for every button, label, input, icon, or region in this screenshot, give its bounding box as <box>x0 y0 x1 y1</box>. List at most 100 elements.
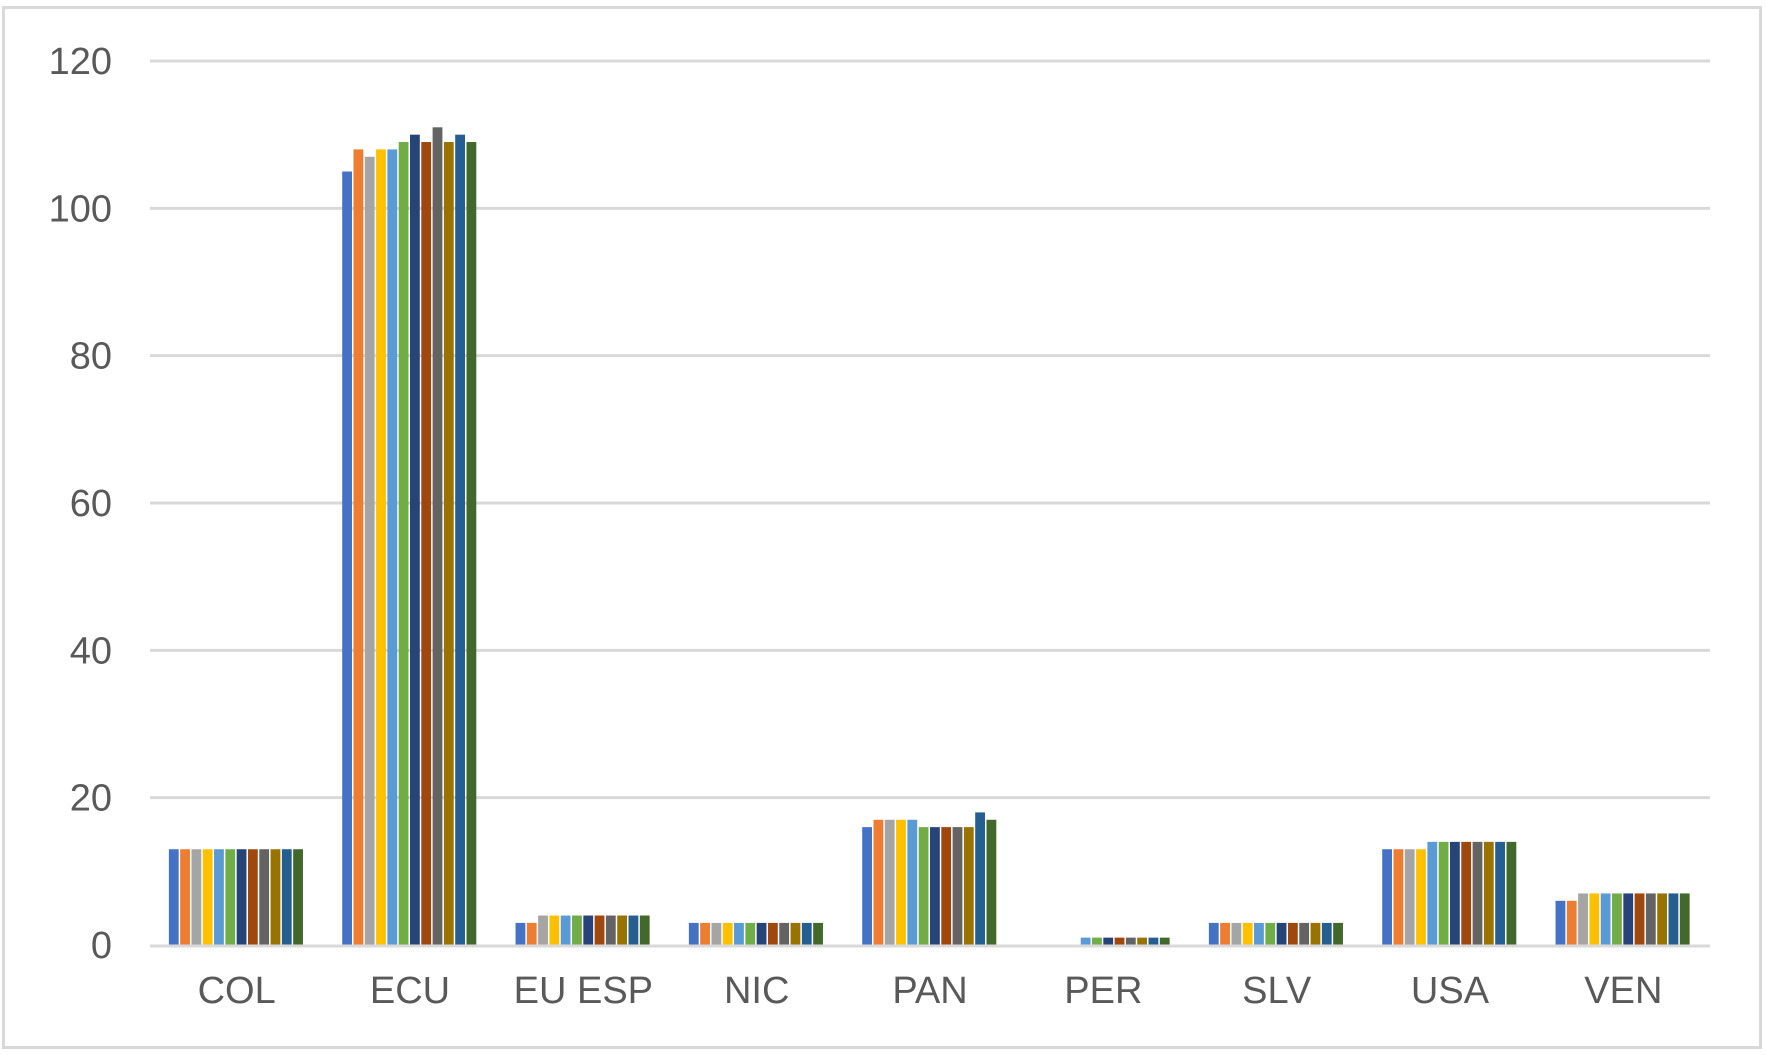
bar-col-9 <box>259 849 270 945</box>
bar-per-12 <box>1159 937 1170 945</box>
bar-col-6 <box>225 849 236 945</box>
bar-ven-7 <box>1623 893 1634 945</box>
bar-per-9 <box>1125 937 1136 945</box>
bar-ven-6 <box>1612 893 1622 945</box>
bar-nic-6 <box>745 922 756 945</box>
bar-usa-10 <box>1483 841 1494 945</box>
bar-ven-10 <box>1657 893 1668 945</box>
bar-slv-5 <box>1254 922 1264 945</box>
bar-slv-6 <box>1265 922 1276 945</box>
bar-usa-4 <box>1416 849 1426 945</box>
bar-usa-1 <box>1382 849 1392 945</box>
bar-ecu-6 <box>398 142 409 945</box>
bar-pan-7 <box>930 827 940 945</box>
bar-usa-9 <box>1472 841 1483 945</box>
bar-usa-5 <box>1427 841 1438 945</box>
bar-ven-11 <box>1668 893 1679 945</box>
bar-ecu-11 <box>455 134 465 946</box>
x-tick-label: SLV <box>1242 970 1312 1012</box>
bar-ven-8 <box>1634 893 1645 945</box>
bar-slv-11 <box>1321 922 1332 945</box>
bar-ecu-3 <box>364 156 375 945</box>
y-tick-label: 80 <box>70 336 112 378</box>
bar-slv-4 <box>1242 922 1253 945</box>
bar-eu-esp-7 <box>583 915 594 945</box>
bar-slv-8 <box>1287 922 1298 945</box>
bar-ecu-7 <box>410 134 420 946</box>
bar-pan-6 <box>918 827 929 945</box>
bar-nic-3 <box>711 922 722 945</box>
bar-eu-esp-1 <box>515 922 526 945</box>
bar-eu-esp-5 <box>560 915 571 945</box>
bar-col-12 <box>293 849 303 945</box>
bar-ecu-12 <box>466 142 477 945</box>
bar-eu-esp-2 <box>526 922 537 945</box>
bar-ven-9 <box>1645 893 1656 945</box>
bar-nic-10 <box>790 922 801 945</box>
bar-usa-7 <box>1450 841 1460 945</box>
bar-per-11 <box>1148 937 1159 945</box>
bar-slv-12 <box>1333 922 1343 945</box>
bar-ecu-8 <box>421 142 432 945</box>
x-tick-label: PAN <box>892 970 967 1012</box>
bar-col-2 <box>180 849 190 945</box>
bar-slv-3 <box>1231 922 1242 945</box>
bar-ven-12 <box>1679 893 1690 945</box>
bar-pan-2 <box>873 819 884 945</box>
bar-ven-3 <box>1578 893 1588 945</box>
bar-eu-esp-9 <box>605 915 616 945</box>
bar-eu-esp-8 <box>594 915 605 945</box>
bar-per-5 <box>1080 937 1091 945</box>
bar-per-6 <box>1092 937 1102 945</box>
bar-slv-2 <box>1220 922 1230 945</box>
bar-nic-8 <box>767 922 778 945</box>
x-axis-tick-labels: COL ECU EU ESP NIC PAN PER SLV USA VEN <box>198 970 1663 1012</box>
bar-ecu-1 <box>342 171 352 945</box>
bar-pan-8 <box>941 827 952 945</box>
x-tick-label: PER <box>1064 970 1142 1012</box>
bar-eu-esp-11 <box>628 915 639 945</box>
bar-ven-2 <box>1566 900 1577 945</box>
bar-col-11 <box>281 849 292 945</box>
bar-col-1 <box>168 849 179 945</box>
bar-col-7 <box>236 849 247 945</box>
bar-nic-7 <box>756 922 767 945</box>
bar-slv-7 <box>1276 922 1287 945</box>
bar-usa-11 <box>1495 841 1505 945</box>
bar-ven-1 <box>1555 900 1566 945</box>
bar-usa-3 <box>1404 849 1415 945</box>
bar-slv-10 <box>1310 922 1321 945</box>
bar-nic-2 <box>700 922 710 945</box>
bar-slv-9 <box>1299 922 1310 945</box>
y-tick-label: 20 <box>70 778 112 820</box>
bar-per-8 <box>1114 937 1125 945</box>
x-tick-label: NIC <box>724 970 789 1012</box>
bar-pan-3 <box>884 819 895 945</box>
bar-slv-1 <box>1208 922 1219 945</box>
x-tick-label: EU ESP <box>514 970 653 1012</box>
y-tick-label: 120 <box>49 41 112 83</box>
bar-nic-5 <box>734 922 744 945</box>
bar-ecu-9 <box>432 127 443 946</box>
bar-col-3 <box>191 849 202 945</box>
bar-pan-4 <box>896 819 906 945</box>
bar-eu-esp-6 <box>572 915 582 945</box>
bar-pan-9 <box>952 827 963 945</box>
bar-col-8 <box>247 849 258 945</box>
bar-usa-8 <box>1461 841 1472 945</box>
y-tick-label: 40 <box>70 630 112 672</box>
bar-nic-11 <box>801 922 812 945</box>
bar-usa-6 <box>1438 841 1449 945</box>
y-tick-label: 100 <box>49 188 112 230</box>
bar-ecu-10 <box>443 142 454 945</box>
bar-ven-5 <box>1600 893 1611 945</box>
bar-pan-5 <box>907 819 918 945</box>
bar-ecu-2 <box>353 149 364 945</box>
y-tick-label: 0 <box>91 925 112 967</box>
bar-pan-12 <box>986 819 997 945</box>
bars <box>168 127 1690 946</box>
bar-ecu-5 <box>387 149 398 945</box>
bar-ecu-4 <box>376 149 386 945</box>
y-tick-label: 60 <box>70 483 112 525</box>
bar-eu-esp-3 <box>538 915 548 945</box>
